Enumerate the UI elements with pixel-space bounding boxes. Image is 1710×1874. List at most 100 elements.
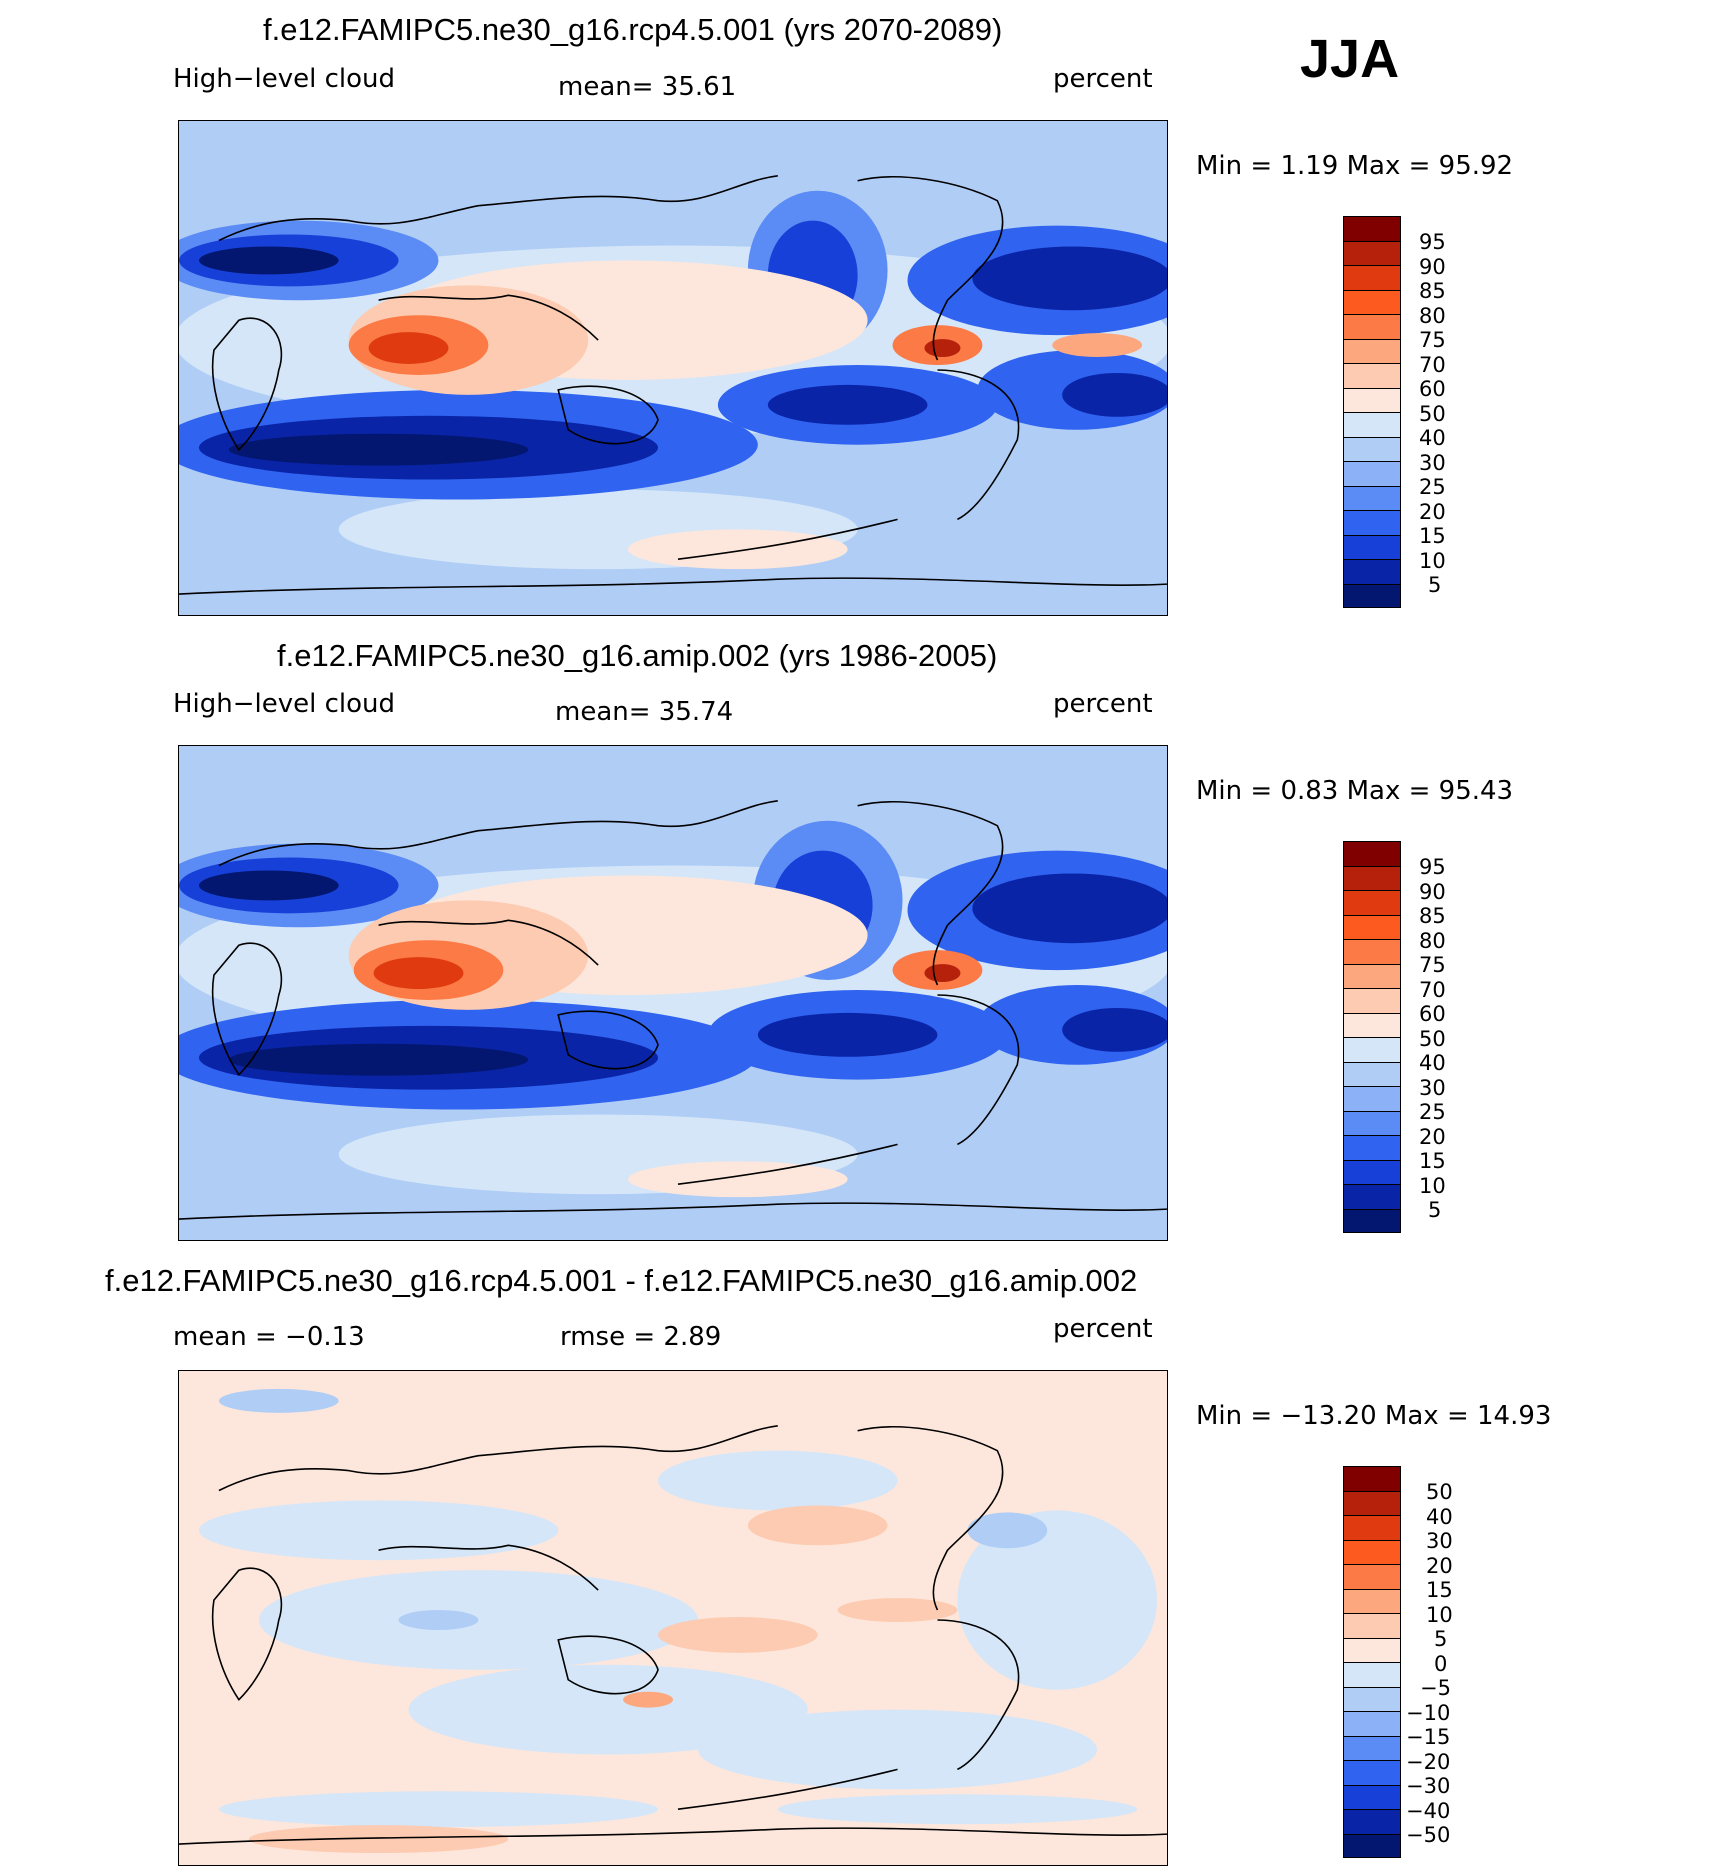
panel3-colorbar-box [1343,1809,1401,1834]
panel3-colorbar-label: 30 [1426,1529,1453,1553]
panel2-colorbar-label: 75 [1419,953,1446,977]
panel1-colorbar-box [1343,216,1401,241]
panel3-colorbar-box [1343,1735,1401,1760]
panel3-colorbar-label: 50 [1426,1480,1453,1504]
panel2-colorbar-label: 20 [1419,1125,1446,1149]
panel1-variable-label: High−level cloud [173,64,396,94]
panel1-colorbar-box [1343,387,1401,412]
panel2-colorbar-box [1343,1037,1401,1062]
panel2-colorbar-box [1343,1110,1401,1135]
panel3-colorbar-box [1343,1490,1401,1515]
panel2-map [178,745,1168,1241]
panel2-coastlines [179,799,1167,1220]
panel2-colorbar-label: 10 [1419,1174,1446,1198]
panel1-colorbar-label: 5 [1428,573,1442,597]
panel1-colorbar-label: 10 [1419,549,1446,573]
panel1-mean-label: mean= 35.61 [558,72,737,102]
panel1-colorbar-box [1343,436,1401,461]
panel3-diff-contours [198,1388,1158,1854]
panel1-colorbar-label: 15 [1419,524,1446,548]
panel2-colorbar-box [1343,988,1401,1013]
panel1-map [178,120,1168,616]
panel1-title: f.e12.FAMIPC5.ne30_g16.rcp4.5.001 (yrs 2… [263,12,1003,47]
panel1-colorbar-label: 90 [1419,255,1446,279]
panel2-colorbar-label: 80 [1419,929,1446,953]
panel1-colorbar-box [1343,412,1401,437]
panel3-colorbar-box [1343,1686,1401,1711]
panel2-colorbar-box [1343,939,1401,964]
panel1-colorbar-label: 60 [1419,377,1446,401]
panel3-colorbar-label: −50 [1406,1823,1451,1847]
panel2-colorbar-box [1343,841,1401,866]
panel1-coastlines [179,174,1167,595]
panel2-colorbar-label: 40 [1419,1051,1446,1075]
panel3-colorbar-box [1343,1784,1401,1809]
panel2-cloud-contours [179,820,1167,1198]
panel3-colorbar-label: −10 [1406,1701,1451,1725]
panel3-map [178,1370,1168,1866]
panel2-colorbar-box [1343,865,1401,890]
panel2-colorbar-box [1343,1208,1401,1233]
panel3-mean-label: mean = −0.13 [173,1322,365,1352]
panel2-colorbar-box [1343,1061,1401,1086]
panel3-colorbar [1343,1466,1401,1858]
panel3-colorbar-box [1343,1466,1401,1491]
panel1-colorbar-box [1343,314,1401,339]
panel1-colorbar-label: 25 [1419,475,1446,499]
panel3-coastlines [179,1424,1167,1845]
panel2-colorbar-label: 85 [1419,904,1446,928]
panel2-colorbar-box [1343,1086,1401,1111]
panel3-units-label: percent [1053,1314,1153,1344]
panel2-variable-label: High−level cloud [173,689,396,719]
panel3-colorbar-box [1343,1711,1401,1736]
panel3-rmse-label: rmse = 2.89 [560,1322,722,1352]
panel3-colorbar-label: −40 [1406,1799,1451,1823]
panel2-colorbar-box [1343,890,1401,915]
panel3-colorbar-box [1343,1564,1401,1589]
panel1-colorbar [1343,216,1401,608]
panel3-colorbar-box [1343,1760,1401,1785]
panel2-units-label: percent [1053,689,1153,719]
panel1-units-label: percent [1053,64,1153,94]
panel2-colorbar-label: 70 [1419,978,1446,1002]
panel3-colorbar-box [1343,1515,1401,1540]
panel2-colorbar-box [1343,1159,1401,1184]
panel3-colorbar-label: 10 [1426,1603,1453,1627]
panel1-colorbar-label: 75 [1419,328,1446,352]
panel1-colorbar-box [1343,583,1401,608]
panel1-colorbar-box [1343,240,1401,265]
panel1-colorbar-label: 40 [1419,426,1446,450]
panel3-colorbar-label: 40 [1426,1505,1453,1529]
season-label: JJA [1300,29,1400,89]
panel3-colorbar-label: 5 [1434,1627,1448,1651]
panel2-colorbar-label: 60 [1419,1002,1446,1026]
panel1-colorbar-box [1343,289,1401,314]
panel2-colorbar-label: 95 [1419,855,1446,879]
panel3-colorbar-label: −20 [1406,1750,1451,1774]
panel3-colorbar-box [1343,1588,1401,1613]
panel2-colorbar-label: 5 [1428,1198,1442,1222]
panel1-colorbar-box [1343,338,1401,363]
panel2-colorbar-box [1343,963,1401,988]
panel2-colorbar-box [1343,914,1401,939]
panel3-colorbar-box [1343,1539,1401,1564]
panel1-cloud-contours [179,190,1167,570]
panel3-colorbar-label: 15 [1426,1578,1453,1602]
panel1-colorbar-label: 30 [1419,451,1446,475]
panel1-colorbar-label: 70 [1419,353,1446,377]
panel2-colorbar-box [1343,1184,1401,1209]
panel3-colorbar-box [1343,1662,1401,1687]
panel2-colorbar-label: 30 [1419,1076,1446,1100]
panel2-mean-label: mean= 35.74 [555,697,734,727]
panel1-colorbar-box [1343,363,1401,388]
panel2-title: f.e12.FAMIPC5.ne30_g16.amip.002 (yrs 198… [277,638,998,673]
panel1-colorbar-label: 95 [1419,230,1446,254]
panel3-colorbar-label: −5 [1420,1676,1451,1700]
panel3-colorbar-box [1343,1833,1401,1858]
panel1-colorbar-label: 85 [1419,279,1446,303]
panel2-colorbar-label: 90 [1419,880,1446,904]
panel1-colorbar-box [1343,559,1401,584]
panel3-colorbar-label: 20 [1426,1554,1453,1578]
panel1-colorbar-label: 50 [1419,402,1446,426]
panel1-colorbar-box [1343,461,1401,486]
